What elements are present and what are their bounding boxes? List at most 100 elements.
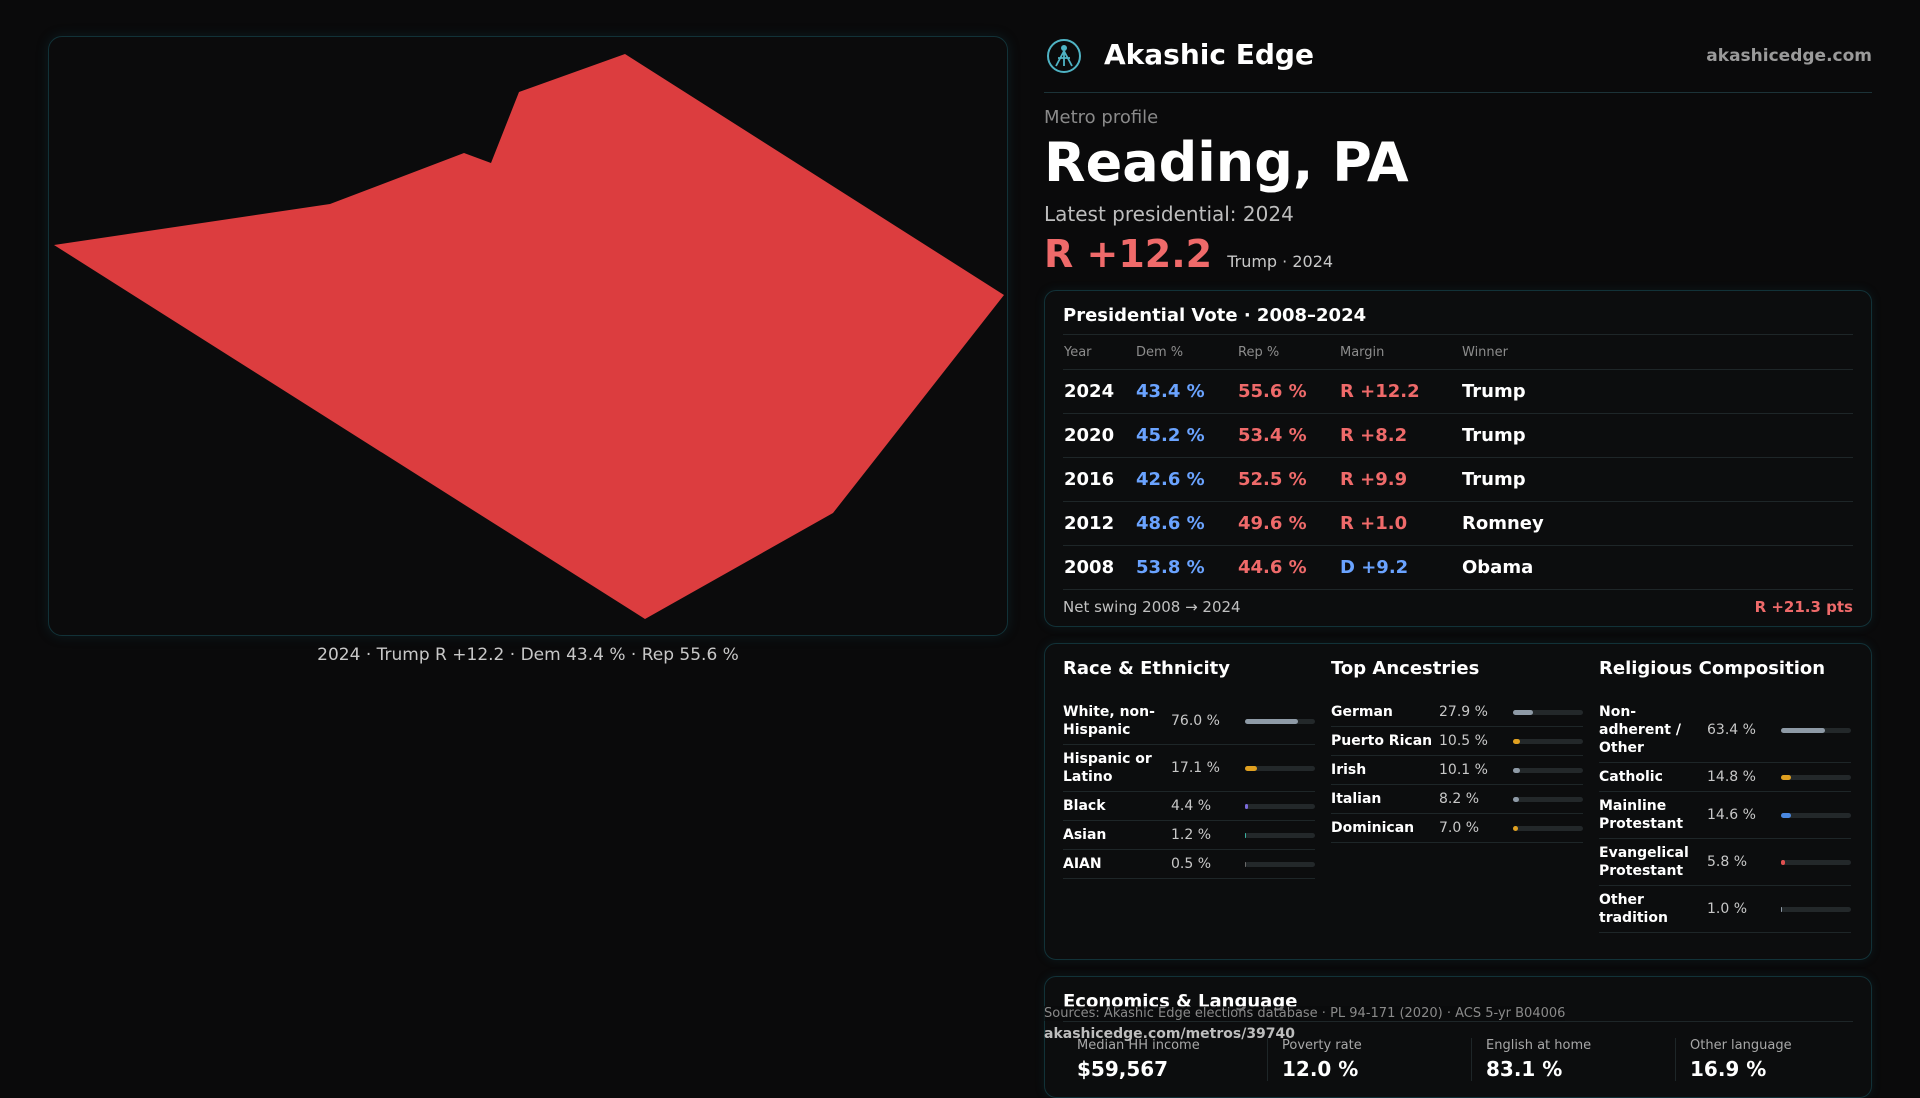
page-url[interactable]: akashicedge.com/metros/39740 — [1044, 1026, 1296, 1042]
cell-margin: R +9.9 — [1339, 457, 1461, 502]
latest-margin-row: R +12.2 Trump · 2024 — [1044, 232, 1872, 280]
cell-rep: 55.6 % — [1237, 369, 1339, 414]
list-item[interactable]: Black 4.4 % — [1063, 792, 1315, 821]
list-item[interactable]: Hispanic or Latino 17.1 % — [1063, 745, 1315, 792]
econ-cell-english: English at home 83.1 % — [1471, 1038, 1676, 1081]
list-item-label: Evangelical Protestant — [1599, 845, 1689, 879]
list-item[interactable]: Italian 8.2 % — [1331, 785, 1583, 814]
cell-rep: 44.6 % — [1237, 545, 1339, 590]
site-domain[interactable]: akashicedge.com — [1706, 46, 1872, 66]
latest-margin-subtitle: Trump · 2024 — [1227, 252, 1334, 271]
econ-label: Poverty rate — [1282, 1038, 1362, 1053]
share-bar-fill — [1781, 906, 1783, 912]
list-item[interactable]: German 27.9 % — [1331, 698, 1583, 727]
econ-value: 12.0 % — [1282, 1057, 1359, 1081]
share-bar — [1781, 727, 1851, 733]
religion-column: Religious Composition Non-adherent / Oth… — [1599, 644, 1851, 933]
econ-cell-other-language: Other language 16.9 % — [1675, 1038, 1880, 1081]
share-bar-fill — [1513, 709, 1533, 715]
share-bar — [1245, 718, 1315, 724]
net-swing-row: Net swing 2008 → 2024 R +21.3 pts — [1063, 598, 1853, 616]
race-ethnicity-column: Race & Ethnicity White, non-Hispanic 76.0… — [1063, 644, 1315, 879]
cell-year: 2016 — [1063, 457, 1135, 502]
presidential-vote-card: Presidential Vote · 2008–2024 Year Dem %… — [1044, 290, 1872, 627]
table-row[interactable]: 2020 45.2 % 53.4 % R +8.2 Trump — [1063, 413, 1853, 458]
table-row[interactable]: 2016 42.6 % 52.5 % R +9.9 Trump — [1063, 457, 1853, 502]
list-item-value: 76.0 % — [1171, 713, 1220, 729]
list-item-label: Irish — [1331, 762, 1367, 778]
cell-dem: 43.4 % — [1135, 369, 1237, 414]
list-item[interactable]: Puerto Rican 10.5 % — [1331, 727, 1583, 756]
col-dem: Dem % — [1135, 334, 1237, 370]
list-item[interactable]: Evangelical Protestant 5.8 % — [1599, 839, 1851, 886]
list-item[interactable]: White, non-Hispanic 76.0 % — [1063, 698, 1315, 745]
list-item[interactable]: Non-adherent / Other 63.4 % — [1599, 698, 1851, 763]
net-swing-value: R +21.3 pts — [1754, 598, 1853, 616]
akashic-logo-icon[interactable] — [1046, 38, 1082, 74]
sources-note: Sources: Akashic Edge elections database… — [1044, 1006, 1566, 1021]
list-item[interactable]: Dominican 7.0 % — [1331, 814, 1583, 843]
list-item-label: Hispanic or Latino — [1063, 751, 1152, 785]
ancestries-column: Top Ancestries German 27.9 % Puerto Rican 1… — [1331, 644, 1583, 843]
list-item-label: Puerto Rican — [1331, 733, 1433, 749]
metro-boundary-shape[interactable] — [54, 54, 1004, 619]
list-item[interactable]: Other tradition 1.0 % — [1599, 886, 1851, 933]
vote-table: Year Dem % Rep % Margin Winner 2024 43.4… — [1063, 334, 1853, 590]
share-bar-fill — [1781, 774, 1792, 780]
econ-label: English at home — [1486, 1038, 1592, 1053]
share-bar — [1513, 709, 1583, 715]
vote-table-header: Year Dem % Rep % Margin Winner — [1063, 334, 1853, 370]
list-item-value: 14.8 % — [1707, 769, 1756, 785]
demographics-card: Race & Ethnicity White, non-Hispanic 76.0… — [1044, 643, 1872, 960]
list-item-value: 10.1 % — [1439, 762, 1488, 778]
brand-name[interactable]: Akashic Edge — [1104, 38, 1314, 71]
share-bar — [1781, 906, 1851, 912]
list-item-label: AIAN — [1063, 856, 1102, 872]
list-item-label: Mainline Protestant — [1599, 798, 1684, 832]
share-bar-fill — [1245, 861, 1247, 867]
list-item-label: Catholic — [1599, 769, 1663, 785]
list-item[interactable]: Irish 10.1 % — [1331, 756, 1583, 785]
share-bar — [1245, 765, 1315, 771]
col-year: Year — [1063, 334, 1135, 370]
map-caption: 2024 · Trump R +12.2 · Dem 43.4 % · Rep … — [317, 645, 739, 665]
cell-year: 2024 — [1063, 369, 1135, 414]
econ-value: 83.1 % — [1486, 1057, 1563, 1081]
list-item-value: 8.2 % — [1439, 791, 1480, 807]
list-item[interactable]: Catholic 14.8 % — [1599, 763, 1851, 792]
cell-winner: Obama — [1461, 545, 1853, 590]
profile-eyebrow: Metro profile — [1044, 107, 1159, 128]
share-bar-fill — [1245, 803, 1249, 809]
list-item-value: 17.1 % — [1171, 760, 1220, 776]
list-item-value: 1.0 % — [1707, 901, 1748, 917]
econ-grid: Median HH income $59,567 Poverty rate 12… — [1063, 1021, 1853, 1081]
cell-dem: 45.2 % — [1135, 413, 1237, 458]
cell-dem: 48.6 % — [1135, 501, 1237, 546]
share-bar-fill — [1513, 767, 1521, 773]
list-item-value: 14.6 % — [1707, 807, 1756, 823]
cell-margin: R +12.2 — [1339, 369, 1461, 414]
share-bar-fill — [1245, 718, 1299, 724]
table-row[interactable]: 2008 53.8 % 44.6 % D +9.2 Obama — [1063, 545, 1853, 590]
cell-margin: R +8.2 — [1339, 413, 1461, 458]
share-bar — [1245, 803, 1315, 809]
share-bar-fill — [1781, 727, 1826, 733]
share-bar-fill — [1245, 765, 1257, 771]
list-item[interactable]: AIAN 0.5 % — [1063, 850, 1315, 879]
table-row[interactable]: 2024 43.4 % 55.6 % R +12.2 Trump — [1063, 369, 1853, 414]
share-bar-fill — [1513, 738, 1521, 744]
cell-year: 2012 — [1063, 501, 1135, 546]
list-item[interactable]: Asian 1.2 % — [1063, 821, 1315, 850]
list-item[interactable]: Mainline Protestant 14.6 % — [1599, 792, 1851, 839]
econ-cell-poverty: Poverty rate 12.0 % — [1267, 1038, 1472, 1081]
share-bar-fill — [1781, 859, 1786, 865]
share-bar — [1781, 812, 1851, 818]
table-row[interactable]: 2012 48.6 % 49.6 % R +1.0 Romney — [1063, 501, 1853, 546]
profile-column: Akashic Edge akashicedge.com Metro profi… — [1044, 36, 1872, 1098]
list-item-value: 7.0 % — [1439, 820, 1480, 836]
map-panel — [48, 36, 1008, 636]
site-header: Akashic Edge akashicedge.com — [1044, 36, 1872, 93]
share-bar-fill — [1245, 832, 1247, 838]
list-item-value: 0.5 % — [1171, 856, 1212, 872]
cell-margin: D +9.2 — [1339, 545, 1461, 590]
